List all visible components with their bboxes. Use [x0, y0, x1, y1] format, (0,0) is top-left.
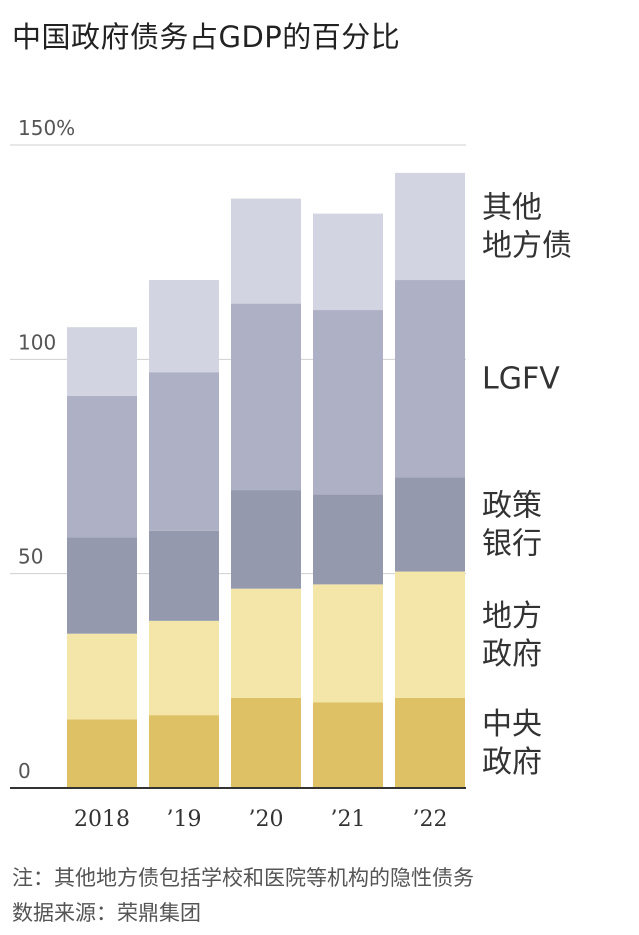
- legend-label: 政府: [482, 745, 542, 780]
- x-tick-label: 2018: [74, 807, 130, 832]
- bar-segment: [313, 702, 383, 788]
- bar-segment: [395, 477, 465, 572]
- bar-segment: [149, 715, 219, 788]
- chart-title: 中国政府债务占GDP的百分比: [12, 20, 401, 54]
- bar-segment: [231, 697, 301, 788]
- x-tick-label: ’21: [331, 807, 366, 832]
- legend-label: LGFV: [482, 362, 560, 397]
- y-axis: 0 50 100 150%: [18, 116, 75, 783]
- bar-segment: [313, 310, 383, 495]
- footnote: 注：其他地方债包括学校和医院等机构的隐性债务: [12, 866, 474, 890]
- bar-segment: [395, 280, 465, 478]
- x-axis: 2018 ’19 ’20 ’21 ’22: [10, 787, 466, 832]
- x-tick-label: ’19: [167, 807, 202, 832]
- bar-segment: [67, 633, 137, 720]
- bar-segment: [149, 372, 219, 531]
- bar-segment: [231, 198, 301, 304]
- bar-segment: [67, 327, 137, 396]
- bar-segment: [149, 280, 219, 373]
- legend-label: 政策: [482, 488, 542, 523]
- legend-label: 地方: [482, 599, 542, 634]
- legend-label: 银行: [482, 526, 542, 561]
- bar-segment: [67, 719, 137, 788]
- bar-segment: [313, 584, 383, 703]
- bar-segment: [149, 620, 219, 716]
- bar-segment: [231, 588, 301, 698]
- bar-segment: [67, 395, 137, 538]
- y-tick-label: 150%: [18, 116, 75, 140]
- bar-segment: [313, 213, 383, 311]
- legend-label: 政府: [482, 637, 542, 672]
- legend-label: 中央: [482, 707, 542, 742]
- bar-segment: [395, 571, 465, 698]
- y-tick-label: 50: [18, 545, 43, 569]
- legend-label: 其他: [482, 190, 542, 225]
- bar-segment: [313, 494, 383, 585]
- bar-segment: [395, 172, 465, 281]
- bar-segment: [231, 490, 301, 589]
- y-tick-label: 100: [18, 330, 56, 354]
- source-note: 数据来源：荣鼎集团: [12, 901, 201, 925]
- y-tick-label: 0: [18, 759, 31, 783]
- bar-segment: [231, 303, 301, 491]
- bar-segment: [149, 530, 219, 621]
- x-tick-label: ’22: [413, 807, 448, 832]
- bar-segment: [67, 537, 137, 634]
- bars: [67, 172, 465, 788]
- x-tick-label: ’20: [249, 807, 284, 832]
- legend-label: 地方债: [482, 228, 572, 263]
- bar-segment: [395, 697, 465, 788]
